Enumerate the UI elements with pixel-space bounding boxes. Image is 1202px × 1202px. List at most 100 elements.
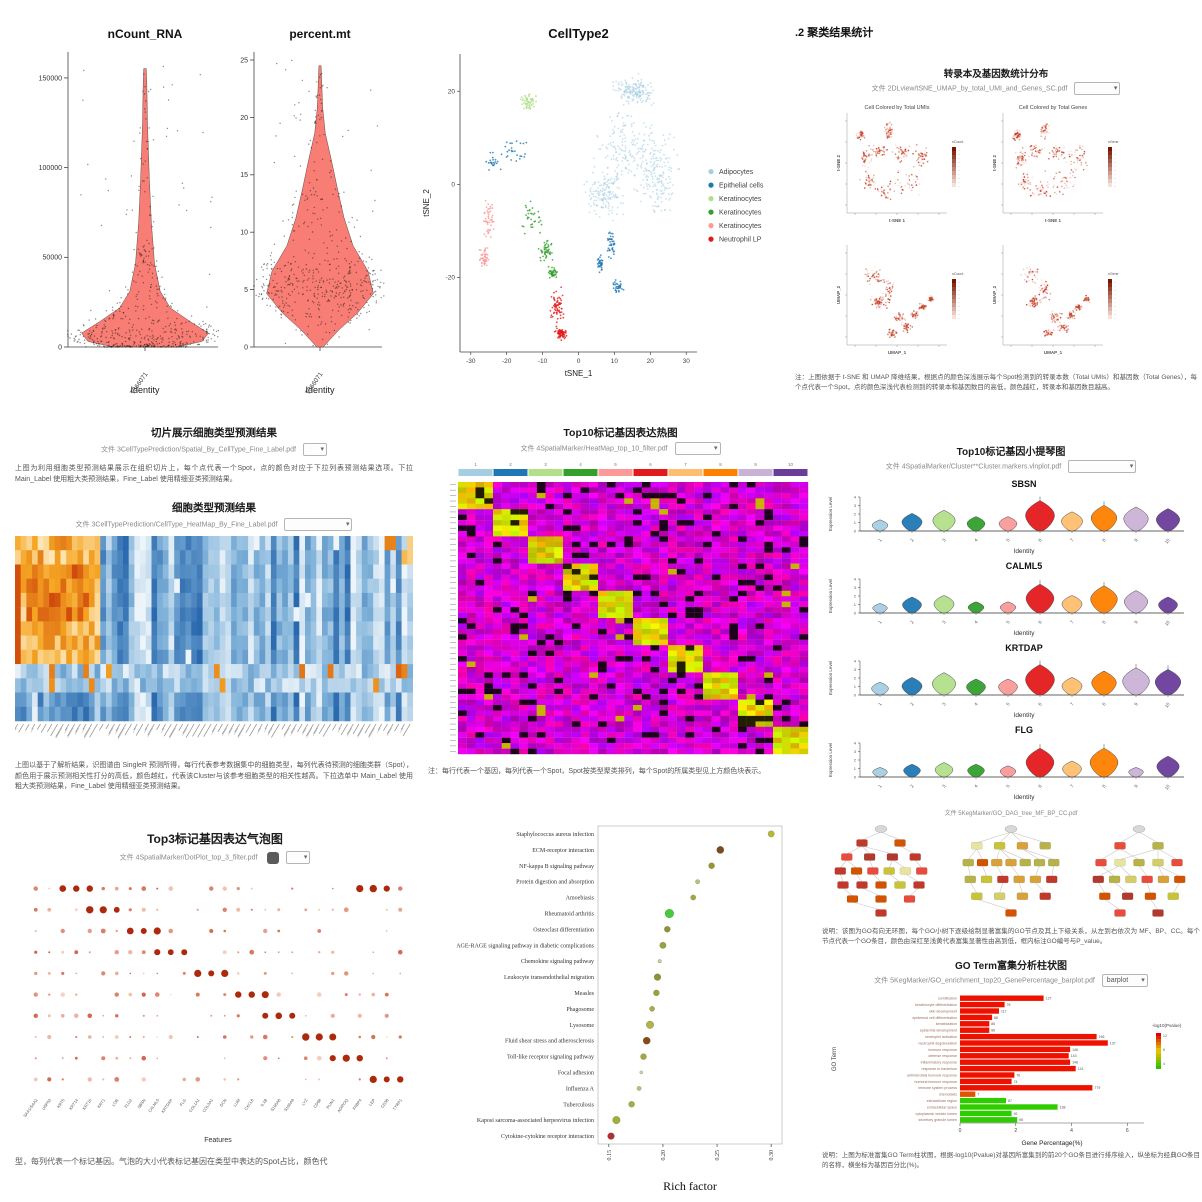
file-path: 文件 4SpatialMarker/Cluster**Cluster.marke… (885, 463, 1062, 471)
svg-text:–: – (1114, 280, 1116, 284)
legend-item: Epithelial cells (708, 182, 764, 190)
file-dropdown[interactable]: ▾ (1068, 460, 1137, 473)
svg-text:t-SNE 2: t-SNE 2 (992, 155, 997, 172)
chevron-down-icon: ▾ (1129, 463, 1134, 470)
svg-text:percent.mt: percent.mt (289, 27, 350, 41)
svg-text:10: 10 (611, 358, 619, 365)
panel-title: GO Term富集分析柱状图 (954, 961, 1068, 973)
svg-text:t-SNE 2: t-SNE 2 (836, 155, 841, 172)
svg-text:nGene: nGene (1108, 272, 1119, 276)
file-path: 文件 3CellTypePrediction/Spatial_By_CellTy… (101, 446, 296, 454)
caption: 上图以基于了解析结果，识图谱由 SingleR 预测所得，每行代表参考数据集中的… (15, 761, 413, 791)
file-path: 文件 5KegMarker/GO_enrichment_top20_GenePe… (874, 977, 1095, 985)
svg-text:–: – (958, 280, 960, 284)
svg-text:–: – (1114, 180, 1116, 184)
svg-text:Adipocytes: Adipocytes (719, 169, 754, 176)
caption: 注：每行代表一个基因，每列代表一个Spot，Spot按类型聚类排列，每个Spot… (428, 768, 766, 775)
svg-text:–: – (958, 172, 960, 176)
file-path: 文件 3CellTypePrediction/CellType_HeatMap_… (75, 521, 278, 529)
file-line: 文件 4SpatialMarker/HeatMap_top_10_filter.… (428, 442, 813, 455)
svg-text:–: – (1114, 292, 1116, 296)
panel-qc-violins: nCount_RNA 0 50000 100000 150000 T366071 Ident… (18, 22, 410, 400)
legend-item: Adipocytes (708, 169, 754, 176)
svg-text:25: 25 (240, 57, 248, 64)
panel-top10-heatmap: Top10标记基因表达热图 文件 4SpatialMarker/HeatMap_… (428, 425, 813, 778)
svg-text:nCount: nCount (952, 140, 963, 144)
svg-text:Neutrophil LP: Neutrophil LP (719, 237, 762, 244)
tsne-chart: CellType2 -30 -20 -10 0 10 20 30 -20 0 20 tSNE_1 tSN… (422, 26, 764, 378)
file-line: 文件 5KegMarker/GO_enrichment_top20_GenePe… (822, 974, 1200, 988)
panel-dotplot: Top3标记基因表达气泡图 文件 4SpatialMarker/DotPlot_… (15, 830, 415, 1168)
file-dropdown[interactable]: ▾ (674, 442, 721, 455)
file-path: 文件 5KegMarker/GO_DAG_tree_MF_BP_CC.pdf (944, 811, 1078, 817)
svg-text:–: – (1114, 164, 1116, 168)
svg-text:–: – (1114, 156, 1116, 160)
svg-text:–: – (958, 300, 960, 304)
svg-text:nGene: nGene (1108, 140, 1119, 144)
svg-text:–: – (1114, 172, 1116, 176)
svg-text:Keratinocytes: Keratinocytes (719, 210, 762, 217)
svg-text:–: – (958, 148, 960, 152)
legend-item: Keratinocytes (708, 223, 762, 230)
svg-text:–: – (958, 312, 960, 316)
svg-text:20: 20 (647, 358, 655, 365)
section-heading: .2 聚类结果统计 (795, 27, 874, 39)
panel-tsne: CellType2 -30 -20 -10 0 10 20 30 -20 0 20 tSNE_1 tSN… (415, 22, 793, 400)
svg-text:nCount_RNA: nCount_RNA (108, 27, 183, 41)
caption: 说明：上图为标准富集GO Term柱状图，根据-log10(Pvalue)对基因… (822, 1152, 1200, 1170)
svg-text:–: – (958, 176, 960, 180)
svg-text:30: 30 (683, 358, 691, 365)
svg-text:Identity: Identity (130, 385, 160, 395)
caption: 说明：该图为GO有向无环图，每个GO小树下逐级绘制显著富集的GO节点及其上下级关… (822, 928, 1200, 946)
file-dropdown[interactable]: ▾ (1074, 82, 1121, 95)
svg-text:15: 15 (240, 172, 248, 179)
svg-text:–: – (958, 288, 960, 292)
svg-text:–: – (958, 304, 960, 308)
file-line: 文件 2DLview/tSNE_UMAP_by_total_UMI_and_Ge… (795, 82, 1197, 95)
svg-text:20: 20 (240, 115, 248, 122)
chevron-down-icon: ▾ (714, 445, 718, 452)
svg-text:Cell Colored by Total Genes: Cell Colored by Total Genes (1019, 105, 1088, 111)
svg-text:50000: 50000 (43, 255, 63, 262)
svg-text:–: – (1114, 168, 1116, 172)
panel-cluster-stats: .2 聚类结果统计 转录本及基因数统计分布 文件 2DLview/tSNE_UM… (795, 24, 1197, 393)
svg-text:Keratinocytes: Keratinocytes (719, 196, 762, 203)
svg-text:–: – (958, 160, 960, 164)
panel-go: 文件 5KegMarker/GO_DAG_tree_MF_BP_CC.pdf 说… (822, 808, 1200, 1171)
svg-text:Cell Colored by Total UMIs: Cell Colored by Total UMIs (864, 105, 929, 111)
svg-text:–: – (958, 168, 960, 172)
chevron-down-icon: ▾ (1141, 977, 1145, 985)
svg-text:–: – (1114, 184, 1116, 188)
file-dropdown[interactable]: ▾ (286, 851, 311, 864)
svg-text:–: – (958, 308, 960, 312)
svg-text:0: 0 (451, 182, 455, 189)
panel-title: 切片展示细胞类型预测结果 (151, 427, 277, 439)
file-line: 文件 5KegMarker/GO_DAG_tree_MF_BP_CC.pdf (822, 808, 1200, 817)
file-dropdown[interactable]: ▾ (302, 443, 327, 456)
svg-text:–: – (958, 292, 960, 296)
svg-text:-20: -20 (502, 358, 512, 365)
file-line: 文件 3CellTypePrediction/CellType_HeatMap_… (15, 517, 413, 531)
file-path: 文件 4SpatialMarker/HeatMap_top_10_filter.… (520, 445, 668, 453)
svg-text:–: – (958, 296, 960, 300)
caption: 型，每列代表一个标记基因。气泡的大小代表标记基因在类型中表达的Spot占比，颜色… (15, 1157, 328, 1166)
svg-text:–: – (958, 316, 960, 320)
svg-text:tSNE_1: tSNE_1 (565, 369, 593, 378)
svg-text:-20: -20 (446, 275, 456, 282)
svg-text:Keratinocytes: Keratinocytes (719, 223, 762, 230)
file-line: 文件 3CellTypePrediction/Spatial_By_CellTy… (15, 443, 413, 456)
legend-item: Keratinocytes (708, 209, 762, 217)
settings-icon[interactable] (267, 851, 280, 864)
panel-title: Top10标记基因表达热图 (563, 427, 678, 439)
file-dropdown[interactable]: ▾ (284, 517, 353, 531)
svg-text:0: 0 (244, 344, 248, 351)
svg-text:0: 0 (577, 358, 581, 365)
svg-text:tSNE_2: tSNE_2 (422, 189, 431, 217)
svg-text:–: – (958, 156, 960, 160)
chevron-down-icon: ▾ (1113, 85, 1118, 92)
plot-type-dropdown[interactable]: barplot ▾ (1101, 974, 1148, 988)
file-path: 文件 2DLview/tSNE_UMAP_by_total_UMI_and_Ge… (871, 85, 1068, 93)
svg-text:t-SNE 1: t-SNE 1 (889, 218, 906, 223)
svg-text:UMAP_2: UMAP_2 (836, 285, 841, 304)
